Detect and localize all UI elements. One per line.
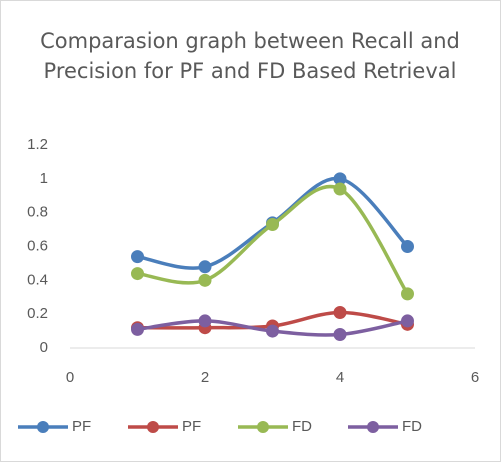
data-point [401,314,414,328]
legend-label: FD [292,418,312,435]
y-tick-label: 0 [40,339,48,356]
data-point [131,250,144,264]
y-tick-label: 1 [40,170,48,187]
legend-label: PF [72,418,91,435]
y-tick-label: 1.2 [27,136,48,153]
y-tick-label: 0.2 [27,305,48,322]
data-point [333,182,347,196]
data-point [401,287,414,301]
data-point [266,218,279,232]
x-tick-label: 6 [471,369,479,386]
legend-marker [367,421,379,433]
data-point [198,273,212,287]
x-tick-label: 2 [201,369,209,386]
data-point [333,305,347,319]
legend-marker [37,421,49,433]
data-point [131,322,144,336]
y-tick-label: 0.4 [27,271,48,288]
y-tick-label: 0.8 [27,204,48,221]
x-tick-label: 4 [336,369,344,386]
legend-label: FD [402,418,422,435]
data-point [198,260,212,274]
data-point [333,327,347,341]
data-point [131,267,144,281]
legend-marker [257,421,269,433]
data-point [198,314,212,328]
y-tick-label: 0.6 [27,237,48,254]
legend-label: PF [182,418,201,435]
legend-marker [147,421,159,433]
x-tick-label: 0 [66,369,74,386]
data-point [266,324,279,338]
data-point [401,240,414,253]
chart-title: Comparasion graph between Recall and Pre… [40,29,460,83]
